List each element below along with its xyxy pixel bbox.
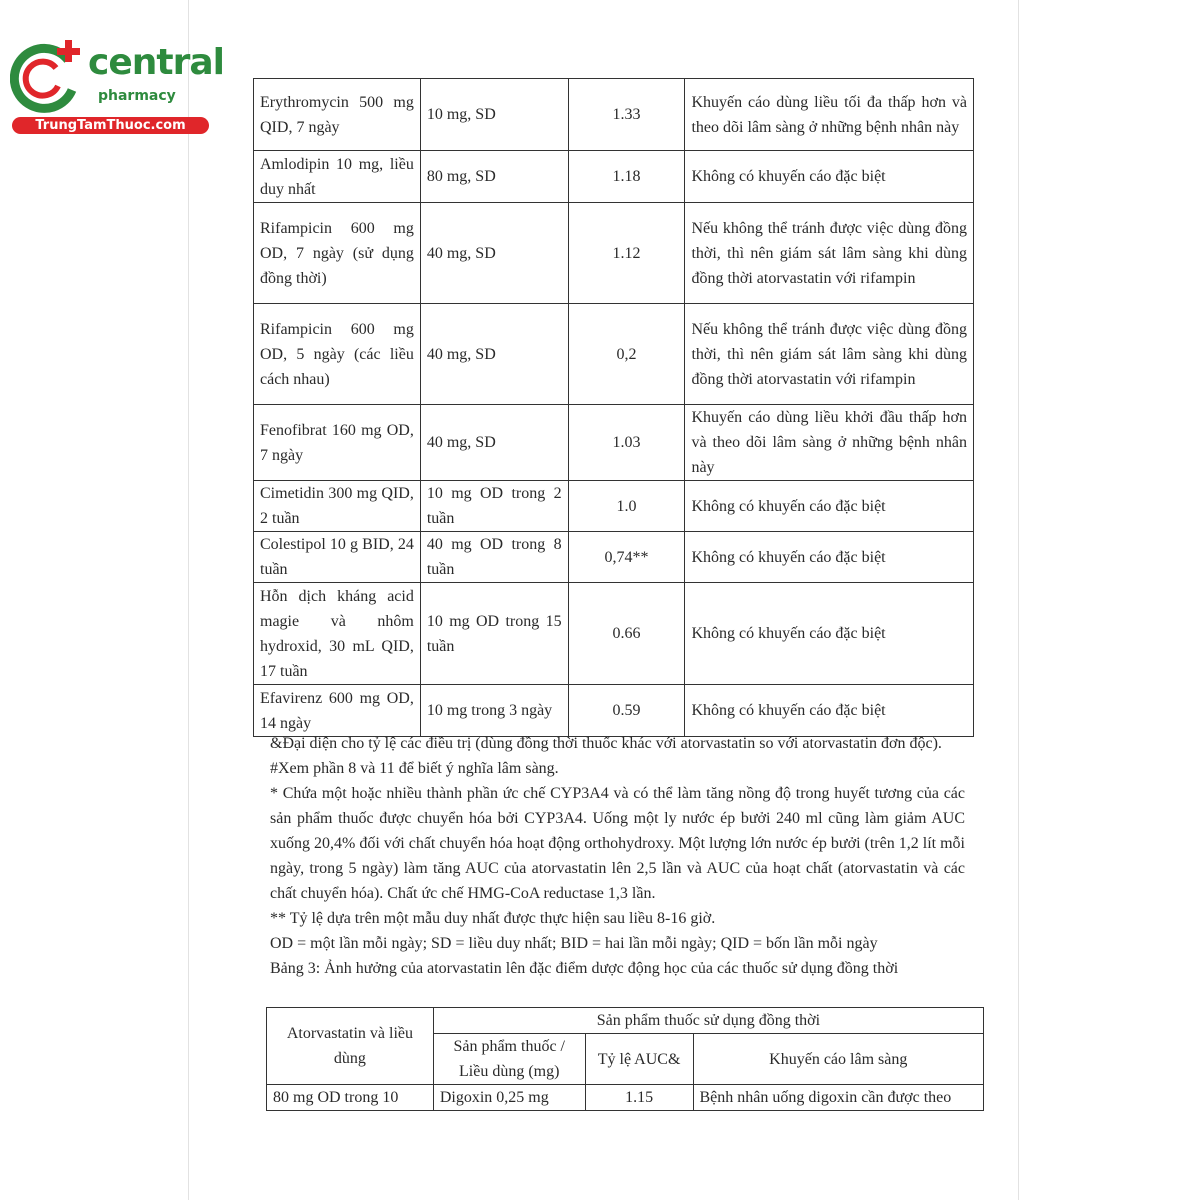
cell-recommendation: Khuyến cáo dùng liều tối đa thấp hơn và … xyxy=(684,78,974,151)
cell-dose: 10 mg trong 3 ngày xyxy=(419,684,569,737)
header-ratio: Tỷ lệ AUC& xyxy=(584,1033,694,1085)
cell-dose: 80 mg, SD xyxy=(419,150,569,203)
cell-drug: Amlodipin 10 mg, liều duy nhất xyxy=(253,150,421,203)
cell-recommendation: Không có khuyến cáo đặc biệt xyxy=(684,150,974,203)
cell-recommendation: Không có khuyến cáo đặc biệt xyxy=(684,480,974,532)
cell-ratio: 0.59 xyxy=(567,684,686,737)
table-row: Rifampicin 600 mg OD, 7 ngày (sử dụng đồ… xyxy=(253,202,974,304)
note-ratio: &Đại diện cho tỷ lệ các điều trị (dùng đ… xyxy=(270,735,942,752)
logo-sub: pharmacy xyxy=(98,88,176,104)
central-pharmacy-logo: central pharmacy TrungTamThuoc.com xyxy=(10,38,225,138)
cell-recommendation: Bệnh nhân uống digoxin cần được theo xyxy=(692,1084,984,1111)
table-row: 80 mg OD trong 10 Digoxin 0,25 mg 1.15 B… xyxy=(266,1084,984,1111)
footnotes: &Đại diện cho tỷ lệ các điều trị (dùng đ… xyxy=(270,731,965,981)
cell-recommendation: Khuyến cáo dùng liều khởi đầu thấp hơn v… xyxy=(684,404,974,481)
cell-recommendation: Không có khuyến cáo đặc biệt xyxy=(684,582,974,685)
note-cyp3a4: * Chứa một hoặc nhiều thành phần ức chế … xyxy=(270,785,965,902)
table3-caption: Bảng 3: Ảnh hưởng của atorvastatin lên đ… xyxy=(270,960,899,977)
header-recommendation: Khuyến cáo lâm sàng xyxy=(692,1033,984,1085)
header-group: Sản phẩm thuốc sử dụng đồng thời xyxy=(432,1007,985,1034)
table-row: Amlodipin 10 mg, liều duy nhất 80 mg, SD 1… xyxy=(253,150,974,203)
cell-recommendation: Nếu không thể tránh được việc dùng đồng … xyxy=(684,303,974,405)
cell-recommendation: Không có khuyến cáo đặc biệt xyxy=(684,684,974,737)
cell-recommendation: Không có khuyến cáo đặc biệt xyxy=(684,531,974,583)
note-abbreviations: OD = một lần mỗi ngày; SD = liều duy nhấ… xyxy=(270,935,878,952)
note-single-sample: ** Tỷ lệ dựa trên một mẫu duy nhất được … xyxy=(270,910,716,927)
cell-drug: Erythromycin 500 mg QID, 7 ngày xyxy=(253,78,421,151)
table-row: Fenofibrat 160 mg OD, 7 ngày 40 mg, SD 1.0… xyxy=(253,404,974,481)
interaction-table: Erythromycin 500 mg QID, 7 ngày 10 mg, SD… xyxy=(253,78,974,737)
table-row: Efavirenz 600 mg OD, 14 ngày 10 mg trong … xyxy=(253,684,974,737)
logo-site: TrungTamThuoc.com xyxy=(12,117,209,134)
table-3: Atorvastatin và liều dùng Sản phẩm thuốc… xyxy=(266,1007,985,1111)
cell-dose: 40 mg, SD xyxy=(419,202,569,304)
cell-atorvastatin: 80 mg OD trong 10 xyxy=(266,1084,434,1111)
cell-ratio: 0,74** xyxy=(567,531,686,583)
cell-ratio: 1.15 xyxy=(584,1084,694,1111)
cell-ratio: 1.0 xyxy=(567,480,686,532)
cell-ratio: 1.33 xyxy=(567,78,686,151)
cell-drug: Rifampicin 600 mg OD, 5 ngày (các liều c… xyxy=(253,303,421,405)
cell-drug: Efavirenz 600 mg OD, 14 ngày xyxy=(253,684,421,737)
cell-drug: Fenofibrat 160 mg OD, 7 ngày xyxy=(253,404,421,481)
pharmacy-cross-icon xyxy=(10,40,80,113)
table-row: Erythromycin 500 mg QID, 7 ngày 10 mg, SD… xyxy=(253,78,974,151)
table-row: Cimetidin 300 mg QID, 2 tuần 10 mg OD tro… xyxy=(253,480,974,532)
cell-dose: 40 mg, SD xyxy=(419,303,569,405)
cell-dose: 10 mg OD trong 2 tuần xyxy=(419,480,569,532)
cell-recommendation: Nếu không thể tránh được việc dùng đồng … xyxy=(684,202,974,304)
cell-ratio: 1.03 xyxy=(567,404,686,481)
cell-ratio: 0.66 xyxy=(567,582,686,685)
table-row: Rifampicin 600 mg OD, 5 ngày (các liều c… xyxy=(253,303,974,405)
cell-dose: 40 mg, SD xyxy=(419,404,569,481)
cell-dose: 40 mg OD trong 8 tuần xyxy=(419,531,569,583)
cell-ratio: 1.12 xyxy=(567,202,686,304)
table-row: Hỗn dịch kháng acid magie và nhôm hydrox… xyxy=(253,582,974,685)
cell-ratio: 0,2 xyxy=(567,303,686,405)
header-atorvastatin: Atorvastatin và liều dùng xyxy=(266,1007,434,1085)
header-product: Sản phẩm thuốc / Liều dùng (mg) xyxy=(432,1033,586,1085)
logo-brand: central xyxy=(88,42,225,83)
cell-drug: Cimetidin 300 mg QID, 2 tuần xyxy=(253,480,421,532)
cell-product: Digoxin 0,25 mg xyxy=(432,1084,586,1111)
cell-dose: 10 mg, SD xyxy=(419,78,569,151)
cell-drug: Hỗn dịch kháng acid magie và nhôm hydrox… xyxy=(253,582,421,685)
cell-drug: Rifampicin 600 mg OD, 7 ngày (sử dụng đồ… xyxy=(253,202,421,304)
table-row: Colestipol 10 g BID, 24 tuần 40 mg OD tro… xyxy=(253,531,974,583)
cell-ratio: 1.18 xyxy=(567,150,686,203)
note-see-section: #Xem phần 8 và 11 để biết ý nghĩa lâm sà… xyxy=(270,760,559,777)
cell-dose: 10 mg OD trong 15 tuần xyxy=(419,582,569,685)
cell-drug: Colestipol 10 g BID, 24 tuần xyxy=(253,531,421,583)
